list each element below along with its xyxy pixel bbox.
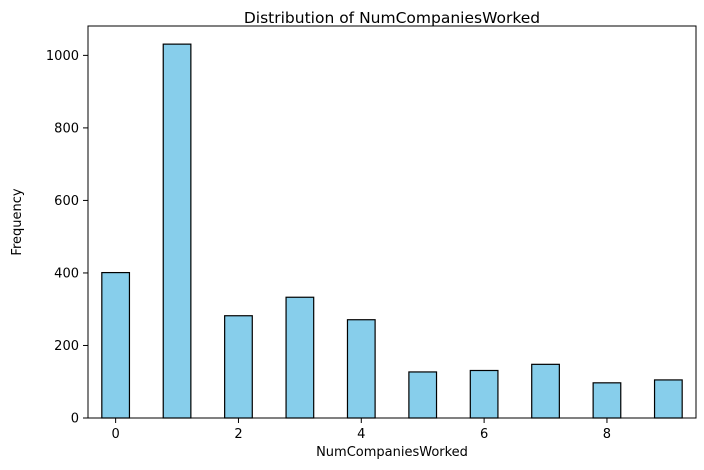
x-tick-label-6: 6: [480, 427, 488, 442]
y-tick-label-400: 400: [54, 266, 79, 281]
bar-9: [653, 379, 683, 419]
bar-4: [346, 319, 376, 419]
x-tick-label-8: 8: [603, 427, 611, 442]
y-axis-ticks: 0 200 400 600 800 1000: [46, 49, 88, 427]
bar-2: [224, 315, 253, 419]
bar-6: [469, 369, 499, 419]
y-tick-label-800: 800: [54, 121, 79, 136]
y-axis-label: Frequency: [10, 188, 25, 255]
bar-3: [285, 296, 315, 419]
bar-0: [101, 271, 131, 419]
x-tick-label-4: 4: [357, 427, 365, 442]
bar-8: [592, 382, 622, 419]
x-axis-label: NumCompaniesWorked: [316, 445, 468, 460]
plot-frame: [87, 25, 697, 419]
x-tick-label-0: 0: [111, 427, 119, 442]
y-tick-label-0: 0: [71, 412, 79, 427]
x-tick-label-2: 2: [234, 427, 242, 442]
chart-title: Distribution of NumCompaniesWorked: [244, 9, 540, 27]
bars-group: [101, 43, 683, 419]
x-axis-ticks: 0 2 4 6 8: [111, 418, 611, 442]
bar-5: [408, 371, 438, 419]
bar-1: [162, 43, 192, 419]
y-tick-label-1000: 1000: [46, 49, 79, 64]
y-tick-label-600: 600: [54, 194, 79, 209]
bar-7: [531, 363, 560, 419]
y-tick-label-200: 200: [54, 339, 79, 354]
